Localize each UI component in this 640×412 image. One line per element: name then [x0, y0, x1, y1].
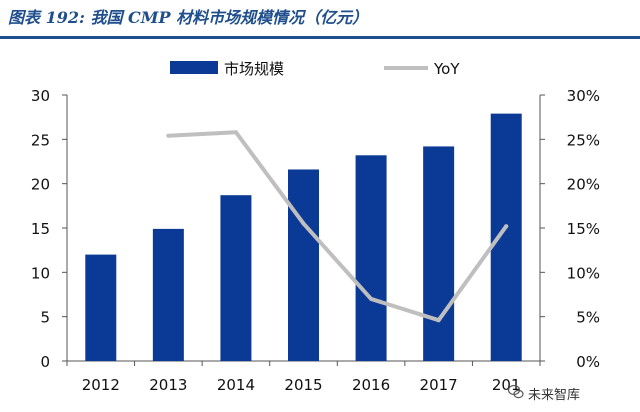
legend-swatch-bar [170, 61, 218, 74]
x-tick-label: 2014 [217, 376, 255, 394]
yoy-point [166, 133, 171, 138]
bar [152, 228, 184, 361]
legend-label-line: YoY [433, 60, 460, 78]
watermark-text: 未来智库 [528, 388, 581, 403]
yoy-line-layer [166, 130, 509, 323]
y-right-tick-label: 10% [567, 264, 600, 282]
y-right-tick-label: 25% [567, 131, 600, 149]
y-left-tick-label: 20 [31, 176, 50, 194]
y-right-tick-labels: 0% 5% 10% 15% 20% 25% 30% [567, 87, 600, 371]
y-right-tick-label: 5% [576, 309, 600, 327]
y-right-tick-label: 0% [576, 353, 600, 371]
bar [355, 155, 387, 361]
bars [85, 113, 522, 362]
yoy-point [369, 296, 374, 301]
yoy-point [301, 221, 306, 226]
bar [490, 113, 522, 362]
y-left-tick-label: 25 [31, 131, 50, 149]
legend-label-bar: 市场规模 [224, 60, 284, 78]
y-right-tick-label: 30% [567, 87, 600, 105]
y-left-tick-labels: 0 5 10 15 20 25 30 [31, 87, 50, 371]
bar [85, 254, 117, 361]
y-left-tick-label: 10 [31, 264, 50, 282]
x-tick-labels: 2012 2013 2014 2015 2016 2017 201 [82, 376, 521, 394]
y-left-tick-label: 5 [40, 309, 50, 327]
y-right-tick-label: 20% [567, 176, 600, 194]
figure-title: 图表 192: 我国 CMP 材料市场规模情况（亿元） [8, 8, 369, 27]
x-tick-label: 2017 [420, 376, 458, 394]
x-tick-label: 2012 [82, 376, 120, 394]
bar [423, 146, 455, 361]
yoy-point [233, 130, 238, 135]
x-tick-label: 2015 [284, 376, 322, 394]
bar [220, 195, 252, 361]
title-divider [0, 36, 640, 39]
x-tick-label: 201 [492, 376, 521, 394]
y-left-tick-label: 0 [40, 353, 50, 371]
x-tick-label: 2016 [352, 376, 390, 394]
yoy-point [436, 318, 441, 323]
wechat-icon [508, 384, 524, 399]
yoy-line [166, 130, 509, 323]
bar [288, 169, 319, 361]
legend: 市场规模 YoY [170, 60, 460, 78]
y-left-tick-label: 15 [31, 220, 50, 238]
y-left-tick-label: 30 [31, 87, 50, 105]
x-tick-label: 2013 [149, 376, 187, 394]
y-right-tick-label: 15% [567, 220, 600, 238]
yoy-point [504, 224, 509, 229]
